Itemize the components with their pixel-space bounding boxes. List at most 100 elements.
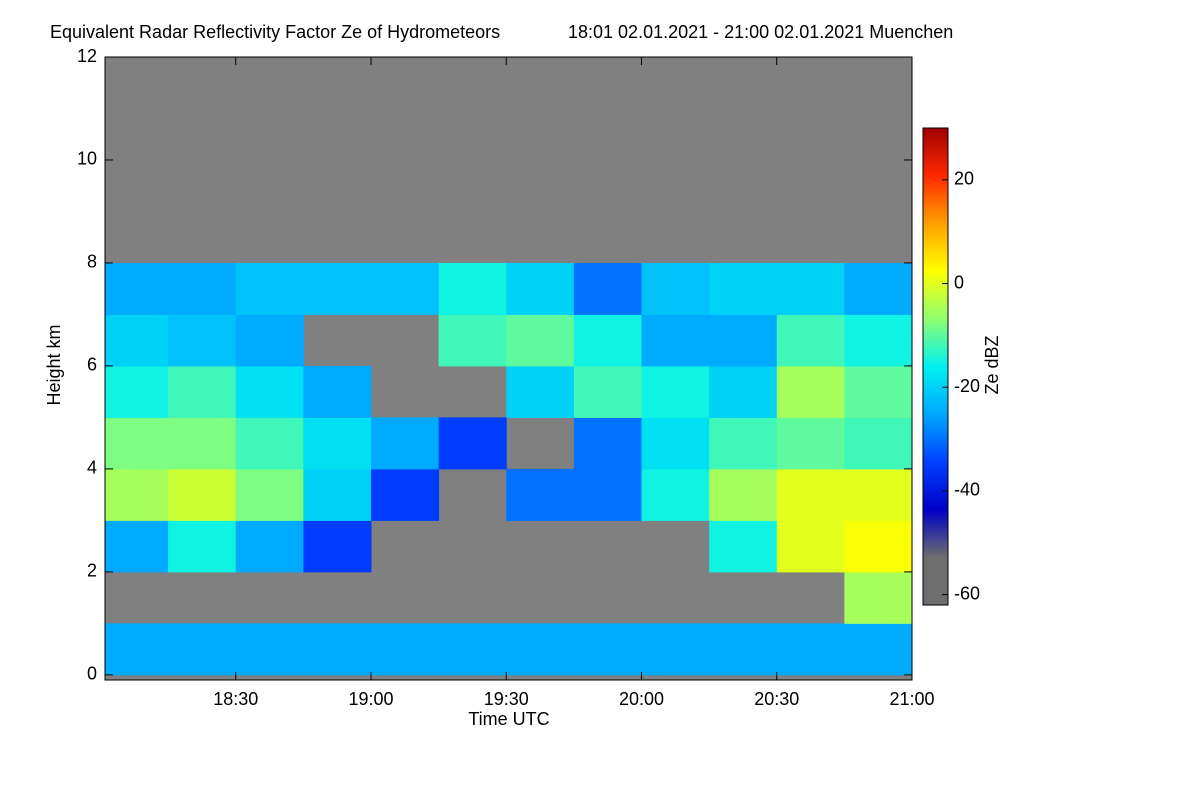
heatmap-cell [370, 623, 440, 676]
heatmap-cell [844, 520, 912, 573]
colorbar-tick-label: 0 [954, 272, 964, 292]
heatmap-cell [844, 262, 912, 315]
y-tick-label: 8 [87, 252, 97, 272]
colorbar-tick-label: 20 [954, 169, 974, 189]
heatmap [105, 262, 912, 676]
x-tick-label: 19:30 [484, 689, 529, 709]
heatmap-cell [844, 468, 912, 521]
heatmap-cell [844, 571, 912, 624]
heatmap-cell [168, 365, 237, 418]
heatmap-cell [303, 468, 372, 521]
heatmap-cell [709, 623, 778, 676]
x-axis-label: Time UTC [468, 709, 549, 729]
y-tick-label: 2 [87, 561, 97, 581]
heatmap-cell [168, 417, 237, 470]
heatmap-cell [506, 365, 575, 418]
heatmap-cell [303, 520, 372, 573]
heatmap-cell [438, 262, 507, 315]
heatmap-cell [235, 468, 304, 521]
heatmap-cell [776, 520, 845, 573]
heatmap-cell [573, 365, 642, 418]
heatmap-cell [709, 262, 778, 315]
heatmap-cell [506, 314, 575, 367]
colorbar-tick-label: -20 [954, 376, 980, 396]
heatmap-cell [776, 262, 845, 315]
heatmap-cell [105, 314, 169, 367]
heatmap-cell [168, 623, 237, 676]
heatmap-cell [776, 314, 845, 367]
heatmap-cell [709, 520, 778, 573]
colorbar-tick-label: -40 [954, 480, 980, 500]
heatmap-cell [776, 365, 845, 418]
heatmap-cell [168, 262, 237, 315]
heatmap-cell [303, 623, 372, 676]
heatmap-cell [844, 623, 912, 676]
heatmap-cell [235, 520, 304, 573]
heatmap-cell [506, 623, 575, 676]
heatmap-cell [641, 417, 710, 470]
colorbar-label: Ze dBZ [982, 335, 1002, 394]
heatmap-cell [105, 365, 169, 418]
heatmap-cell [370, 468, 440, 521]
heatmap-cell [105, 623, 169, 676]
plot-frame [104, 56, 913, 681]
heatmap-cell [709, 417, 778, 470]
y-tick-label: 12 [77, 46, 97, 66]
x-tick-label: 20:00 [619, 689, 664, 709]
heatmap-cell [235, 314, 304, 367]
heatmap-cell [235, 623, 304, 676]
y-tick-label: 0 [87, 664, 97, 684]
heatmap-cell [168, 520, 237, 573]
heatmap-cell [776, 417, 845, 470]
heatmap-cell [370, 417, 440, 470]
heatmap-cell [641, 468, 710, 521]
y-tick-label: 4 [87, 458, 97, 478]
heatmap-cell [105, 520, 169, 573]
heatmap-cell [235, 262, 304, 315]
heatmap-cell [641, 314, 710, 367]
heatmap-cell [776, 468, 845, 521]
heatmap-cell [844, 417, 912, 470]
heatmap-cell [844, 314, 912, 367]
chart-subtitle: 18:01 02.01.2021 - 21:00 02.01.2021 Muen… [568, 22, 953, 42]
heatmap-cell [370, 262, 440, 315]
heatmap-cell [105, 262, 169, 315]
heatmap-cell [506, 262, 575, 315]
y-tick-label: 6 [87, 355, 97, 375]
x-tick-label: 18:30 [213, 689, 258, 709]
heatmap-cell [303, 262, 372, 315]
heatmap-cell [709, 365, 778, 418]
heatmap-cell [573, 314, 642, 367]
heatmap-cell [168, 314, 237, 367]
heatmap-cell [641, 623, 710, 676]
heatmap-cell [438, 314, 507, 367]
heatmap-cell [573, 262, 642, 315]
x-tick-label: 19:00 [348, 689, 393, 709]
heatmap-cell [168, 468, 237, 521]
heatmap-cell [709, 314, 778, 367]
heatmap-cell [776, 623, 845, 676]
colorbar-tick-label: -60 [954, 583, 980, 603]
heatmap-cell [438, 623, 507, 676]
heatmap-cell [641, 262, 710, 315]
y-tick-label: 10 [77, 149, 97, 169]
heatmap-cell [235, 417, 304, 470]
heatmap-cell [573, 417, 642, 470]
heatmap-cell [235, 365, 304, 418]
heatmap-cell [303, 417, 372, 470]
heatmap-cell [844, 365, 912, 418]
heatmap-cell [303, 365, 372, 418]
chart-title: Equivalent Radar Reflectivity Factor Ze … [50, 22, 500, 42]
y-axis-label: Height km [44, 324, 64, 405]
heatmap-cell [105, 468, 169, 521]
x-tick-label: 20:30 [754, 689, 799, 709]
heatmap-cell [438, 417, 507, 470]
heatmap-cell [506, 468, 575, 521]
heatmap-cell [105, 417, 169, 470]
heatmap-cell [573, 623, 642, 676]
x-tick-label: 21:00 [889, 689, 934, 709]
heatmap-cell [573, 468, 642, 521]
heatmap-cell [641, 365, 710, 418]
heatmap-cell [709, 468, 778, 521]
